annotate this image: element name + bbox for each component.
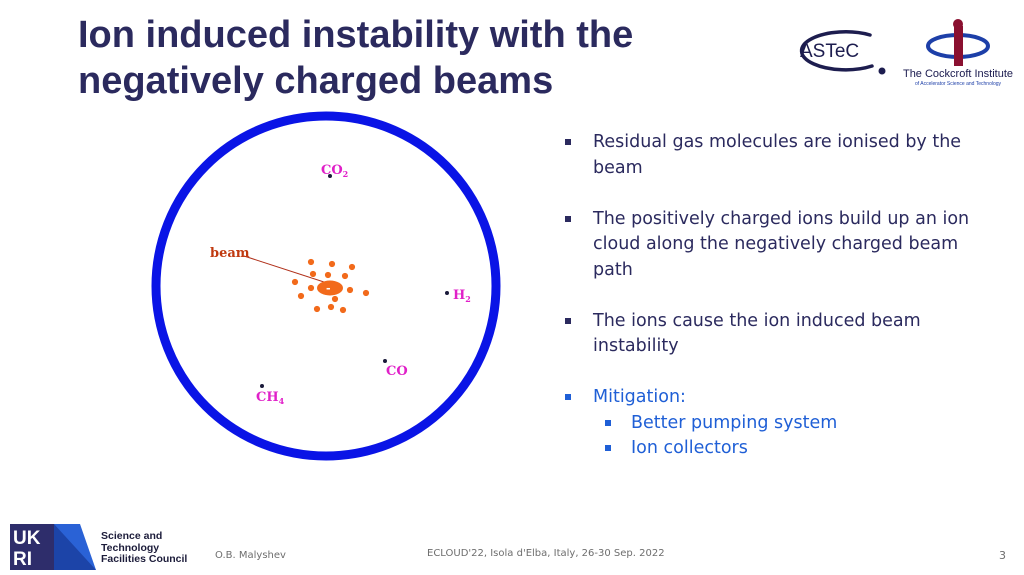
ion [307, 284, 315, 292]
stfc-wordmark: Science and Technology Facilities Counci… [101, 530, 188, 566]
ion [324, 271, 332, 279]
astec-logo: ASTeC [799, 30, 886, 75]
footer-conference: ECLOUD'22, Isola d'Elba, Italy, 26-30 Se… [427, 548, 665, 559]
cockcroft-emblem [926, 19, 990, 66]
sub-bullet-ion-collectors: Ion collectors [593, 436, 1002, 462]
co-molecule-dot [383, 359, 387, 363]
ch4-molecule-dot [260, 384, 264, 388]
ion [362, 289, 370, 297]
ion [346, 286, 354, 294]
ukri-mark-line-1: UK [13, 528, 41, 549]
ion [339, 306, 347, 314]
ion [297, 292, 305, 300]
astec-logo-text: ASTeC [800, 41, 859, 62]
bullet-item-mitigation: Mitigation: [562, 385, 1002, 411]
ch4-label: CH4 [256, 390, 285, 406]
cockcroft-subtitle: of Accelerator Science and Technology [914, 81, 1002, 87]
ukri-stfc-logo: UK RI Science and Technology Facilities … [10, 524, 196, 570]
slide-title: Ion induced instability with the negativ… [78, 12, 738, 104]
title-line-1: Ion induced instability with the [78, 14, 634, 56]
ion [331, 295, 339, 303]
ion [348, 263, 356, 271]
beam-pointer-line [243, 255, 325, 283]
beam-label: beam [210, 246, 250, 261]
header-logos: ASTeC The Cockcroft Institute of Acceler… [788, 18, 1020, 92]
bullet-item-ion-cloud: The positively charged ions build up an … [562, 207, 1002, 284]
beam-chamber-diagram: beam - CO2 H2 CO CH4 [151, 111, 501, 461]
title-line-2: negatively charged beams [78, 60, 554, 102]
co-label: CO [386, 364, 408, 379]
sub-bullet-pumping: Better pumping system [593, 411, 1002, 437]
h2-molecule-dot [445, 291, 449, 295]
bullet-list: Residual gas molecules are ionised by th… [562, 130, 1002, 462]
h2-label: H2 [453, 288, 471, 304]
ion [309, 270, 317, 278]
cockcroft-name: The Cockcroft Institute [902, 68, 1014, 80]
bullet-item-instability: The ions cause the ion induced beam inst… [562, 309, 1002, 360]
footer-author: O.B. Malyshev [215, 550, 286, 561]
stfc-line-3: Facilities Council [101, 553, 188, 565]
electron-beam [317, 280, 343, 296]
ion [307, 258, 315, 266]
astec-logo-dot [878, 67, 886, 75]
ion [328, 260, 336, 268]
ion [341, 272, 349, 280]
co2-molecule-dot [328, 174, 332, 178]
co2-label: CO2 [321, 163, 348, 179]
mitigation-sub-list: Better pumping system Ion collectors [593, 411, 1002, 462]
ion [313, 305, 321, 313]
ion-cloud [291, 258, 370, 314]
stfc-line-2: Technology [101, 541, 160, 554]
ukri-mark: UK RI [10, 524, 96, 570]
ion [327, 303, 335, 311]
vacuum-chamber-wall [151, 111, 501, 461]
beam-charge-sign: - [326, 282, 331, 295]
bullet-item-ionisation: Residual gas molecules are ionised by th… [562, 130, 1002, 181]
page-number: 3 [999, 549, 1006, 562]
ion [291, 278, 299, 286]
cockcroft-logo: The Cockcroft Institute of Accelerator S… [896, 18, 1020, 92]
ukri-mark-line-2: RI [13, 549, 32, 570]
stfc-line-1: Science and [101, 530, 163, 542]
